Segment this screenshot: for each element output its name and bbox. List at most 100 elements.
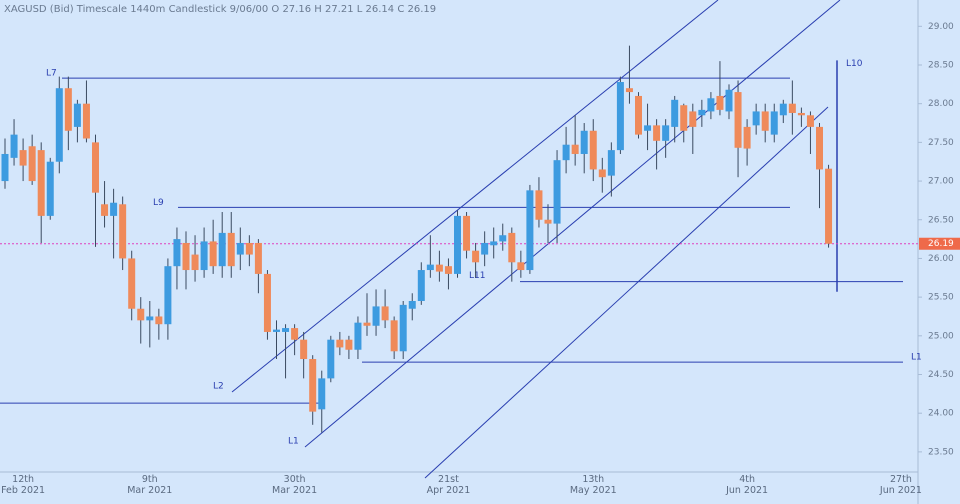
- channel-label: L2: [213, 382, 224, 392]
- candle-body: [508, 232, 516, 263]
- candle-body: [607, 150, 615, 176]
- candle-body: [598, 169, 606, 178]
- candle-body: [779, 103, 787, 116]
- candle-body: [55, 88, 63, 162]
- x-tick-label: 12th Feb 2021: [1, 474, 46, 496]
- candle-body: [770, 111, 778, 135]
- candle-body: [282, 328, 290, 332]
- candle-body: [19, 150, 27, 166]
- x-tick-label: 13th May 2021: [569, 474, 617, 496]
- last-price-box: [919, 237, 960, 250]
- candle-body: [336, 339, 344, 348]
- candle-body: [408, 300, 416, 309]
- candle-body: [137, 308, 145, 321]
- candle-body: [490, 241, 498, 246]
- candle-body: [444, 266, 452, 274]
- x-tick-label: 4th Jun 2021: [726, 474, 769, 496]
- candle-body: [119, 204, 127, 259]
- candle-body: [481, 242, 489, 255]
- candle-body: [707, 98, 715, 112]
- candle-body: [273, 329, 280, 332]
- candle-body: [182, 242, 190, 271]
- candle-body: [345, 339, 353, 350]
- x-tick-label: 30th Mar 2021: [272, 474, 318, 496]
- y-tick-label: 23.50: [928, 447, 954, 457]
- candle-body: [10, 134, 18, 158]
- candle-body: [734, 92, 742, 148]
- candle-body: [245, 242, 253, 255]
- candle-body: [164, 266, 172, 325]
- candle-body: [725, 89, 733, 112]
- y-tick-label: 25.50: [928, 293, 954, 303]
- candle-body: [806, 115, 814, 127]
- x-tick-label: 27th Jun 2021: [879, 474, 922, 496]
- candle-body: [327, 339, 335, 379]
- candle-body: [354, 322, 362, 350]
- candle-body: [553, 160, 561, 224]
- channel-line: [424, 106, 829, 479]
- candle-body: [825, 168, 833, 244]
- candle-body: [128, 258, 136, 309]
- y-tick-label: 29.00: [928, 22, 954, 32]
- candle-body: [200, 241, 208, 271]
- channel-line: [304, 0, 841, 448]
- candle-body: [426, 264, 434, 271]
- candle-body: [472, 250, 480, 263]
- candle-body: [101, 204, 109, 216]
- channel-label: L1: [288, 437, 299, 447]
- level-label: L7: [46, 69, 57, 79]
- candle-body: [625, 88, 633, 93]
- candle-body: [644, 125, 652, 131]
- candle-body: [752, 111, 760, 126]
- candle-body: [64, 88, 72, 131]
- candle-body: [788, 103, 796, 113]
- candle-body: [463, 215, 471, 251]
- candle-body: [309, 359, 317, 412]
- candle-body: [589, 130, 597, 170]
- y-tick-label: 28.00: [928, 99, 954, 109]
- candle-body: [526, 190, 534, 271]
- candle-body: [46, 161, 54, 216]
- candle-body: [580, 130, 588, 154]
- level-label: L11: [469, 271, 485, 281]
- candle-body: [390, 320, 398, 352]
- candle-body: [300, 339, 308, 360]
- candle-body: [653, 125, 661, 141]
- candle-body: [381, 306, 389, 321]
- candle-body: [435, 264, 443, 272]
- candle-body: [155, 316, 163, 325]
- candle-body: [816, 126, 823, 170]
- candle-body: [263, 273, 271, 332]
- candle-body: [517, 262, 525, 271]
- y-tick-label: 26.50: [928, 215, 954, 225]
- candle-body: [372, 306, 380, 326]
- candle-body: [399, 304, 407, 352]
- candle-body: [82, 103, 90, 139]
- y-tick-label: 26.00: [928, 254, 954, 264]
- y-tick-label: 27.50: [928, 138, 954, 148]
- candle-body: [363, 322, 371, 326]
- candle-body: [218, 232, 226, 267]
- last-price-label: 26.19: [928, 239, 954, 249]
- candle-body: [797, 112, 805, 116]
- y-tick-label: 25.00: [928, 331, 954, 341]
- candle-body: [73, 103, 81, 127]
- candle-body: [761, 111, 769, 131]
- candle-body: [689, 111, 697, 127]
- candle-body: [698, 109, 706, 116]
- vertical-label: L10: [846, 59, 863, 69]
- candle-body: [318, 378, 326, 410]
- level-label: L1: [911, 353, 922, 363]
- candle-body: [110, 202, 118, 216]
- candle-body: [146, 316, 154, 321]
- x-tick-label: 9th Mar 2021: [127, 474, 173, 496]
- candle-body: [562, 144, 570, 161]
- candle-body: [680, 105, 688, 131]
- candle-body: [635, 95, 642, 135]
- candle-body: [37, 150, 45, 216]
- candle-body: [616, 82, 624, 151]
- candle-body: [544, 219, 552, 224]
- chart-title: XAGUSD (Bid) Timescale 1440m Candlestick…: [4, 4, 436, 15]
